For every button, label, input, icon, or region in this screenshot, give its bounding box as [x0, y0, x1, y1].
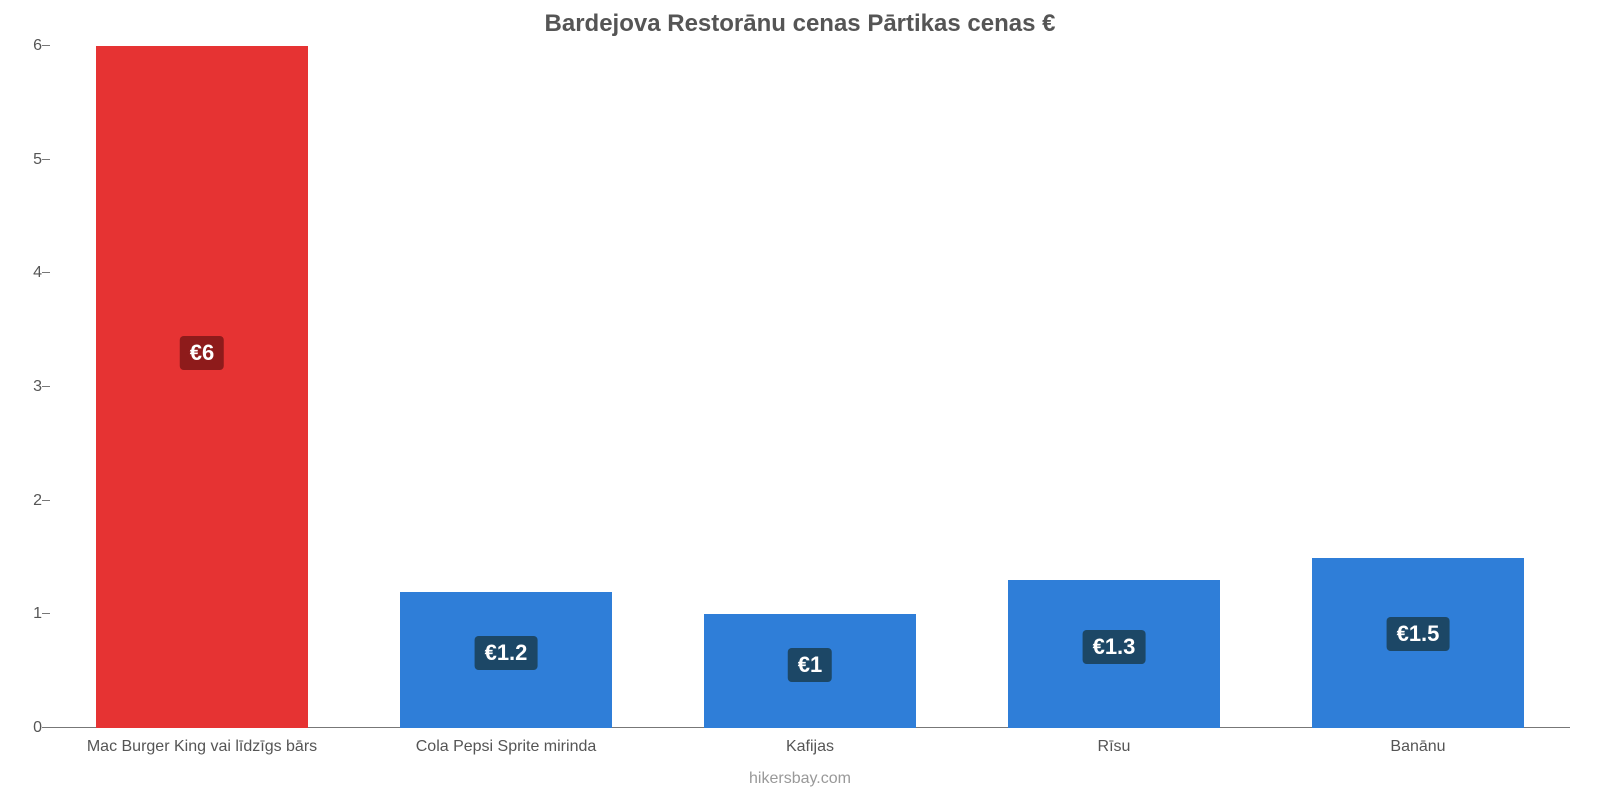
bar-slot: €1Kafijas: [658, 46, 962, 728]
bar-value-label: €1.5: [1387, 617, 1450, 651]
y-tick-label: 1: [8, 605, 42, 623]
plot-area: 0123456€6Mac Burger King vai līdzīgs bār…: [50, 46, 1570, 728]
bar-value-label: €1: [788, 648, 832, 682]
x-category-label: Kafijas: [786, 738, 834, 756]
y-tick-label: 6: [8, 37, 42, 55]
chart-subtitle: hikersbay.com: [0, 770, 1600, 788]
y-tick: [42, 386, 50, 387]
bar-value-label: €6: [180, 336, 224, 370]
y-tick: [42, 500, 50, 501]
bar: [96, 46, 309, 728]
price-bar-chart: Bardejova Restorānu cenas Pārtikas cenas…: [0, 0, 1600, 800]
bar-slot: €6Mac Burger King vai līdzīgs bārs: [50, 46, 354, 728]
bar-slot: €1.2Cola Pepsi Sprite mirinda: [354, 46, 658, 728]
bar-value-label: €1.2: [475, 636, 538, 670]
y-tick-label: 3: [8, 378, 42, 396]
y-tick-label: 0: [8, 719, 42, 737]
bar-value-label: €1.3: [1083, 630, 1146, 664]
x-category-label: Cola Pepsi Sprite mirinda: [416, 738, 597, 756]
x-category-label: Rīsu: [1098, 738, 1131, 756]
x-category-label: Banānu: [1390, 738, 1445, 756]
y-tick-label: 5: [8, 151, 42, 169]
y-tick: [42, 159, 50, 160]
x-category-label: Mac Burger King vai līdzīgs bārs: [87, 738, 317, 756]
y-tick-label: 4: [8, 264, 42, 282]
y-tick: [42, 272, 50, 273]
y-tick: [42, 45, 50, 46]
bar-slot: €1.5Banānu: [1266, 46, 1570, 728]
y-tick-label: 2: [8, 492, 42, 510]
chart-title: Bardejova Restorānu cenas Pārtikas cenas…: [0, 10, 1600, 38]
y-tick: [42, 613, 50, 614]
bar-slot: €1.3Rīsu: [962, 46, 1266, 728]
y-tick: [42, 727, 50, 728]
